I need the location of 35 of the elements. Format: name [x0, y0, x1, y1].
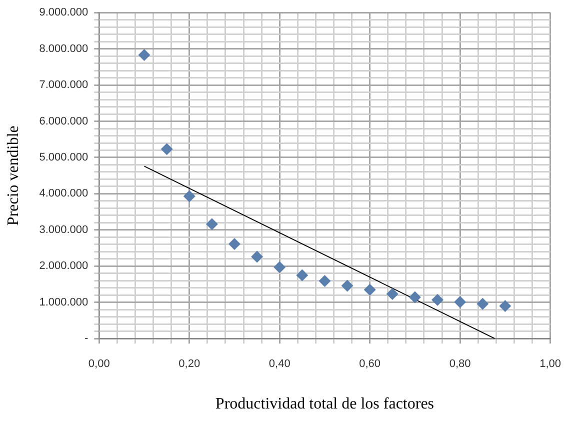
y-tick-label: 7.000.000 — [39, 79, 88, 92]
point — [183, 190, 196, 202]
point — [408, 291, 421, 304]
point — [206, 218, 218, 230]
y-tick-label: 3.000.000 — [39, 224, 88, 236]
point — [476, 298, 489, 310]
y-tick-label: 5.000.000 — [39, 152, 88, 164]
point — [499, 300, 512, 312]
x-tick-label: 0,60 — [359, 358, 381, 370]
point — [386, 288, 398, 300]
point — [160, 143, 173, 156]
point — [318, 275, 331, 288]
point — [454, 296, 466, 308]
point — [251, 250, 264, 263]
point — [138, 48, 150, 61]
y-tick-label: 8.000.000 — [39, 42, 88, 55]
y-tick-label: 9.000.000 — [39, 6, 88, 19]
point — [341, 280, 354, 292]
x-tick-label: 0,20 — [178, 358, 200, 370]
point — [296, 269, 308, 282]
y-tick-label: 4.000.000 — [39, 188, 88, 200]
y-tick-label: - — [84, 332, 88, 345]
y-axis-title: Precio vendible — [4, 126, 22, 226]
y-tick-label: 2.000.000 — [39, 260, 88, 272]
y-tick-label: 6.000.000 — [39, 115, 88, 128]
x-tick-label: 0,00 — [88, 358, 110, 370]
point — [274, 261, 286, 274]
x-tick-label: 1,00 — [540, 358, 562, 370]
point — [228, 238, 240, 250]
y-tick-label: 1.000.000 — [39, 296, 88, 308]
x-axis-title: Productividad total de los factores — [215, 396, 434, 413]
point — [364, 284, 376, 296]
x-tick-label: 0,40 — [268, 358, 290, 370]
x-tick-label: 0,80 — [449, 358, 471, 370]
point — [432, 294, 444, 306]
